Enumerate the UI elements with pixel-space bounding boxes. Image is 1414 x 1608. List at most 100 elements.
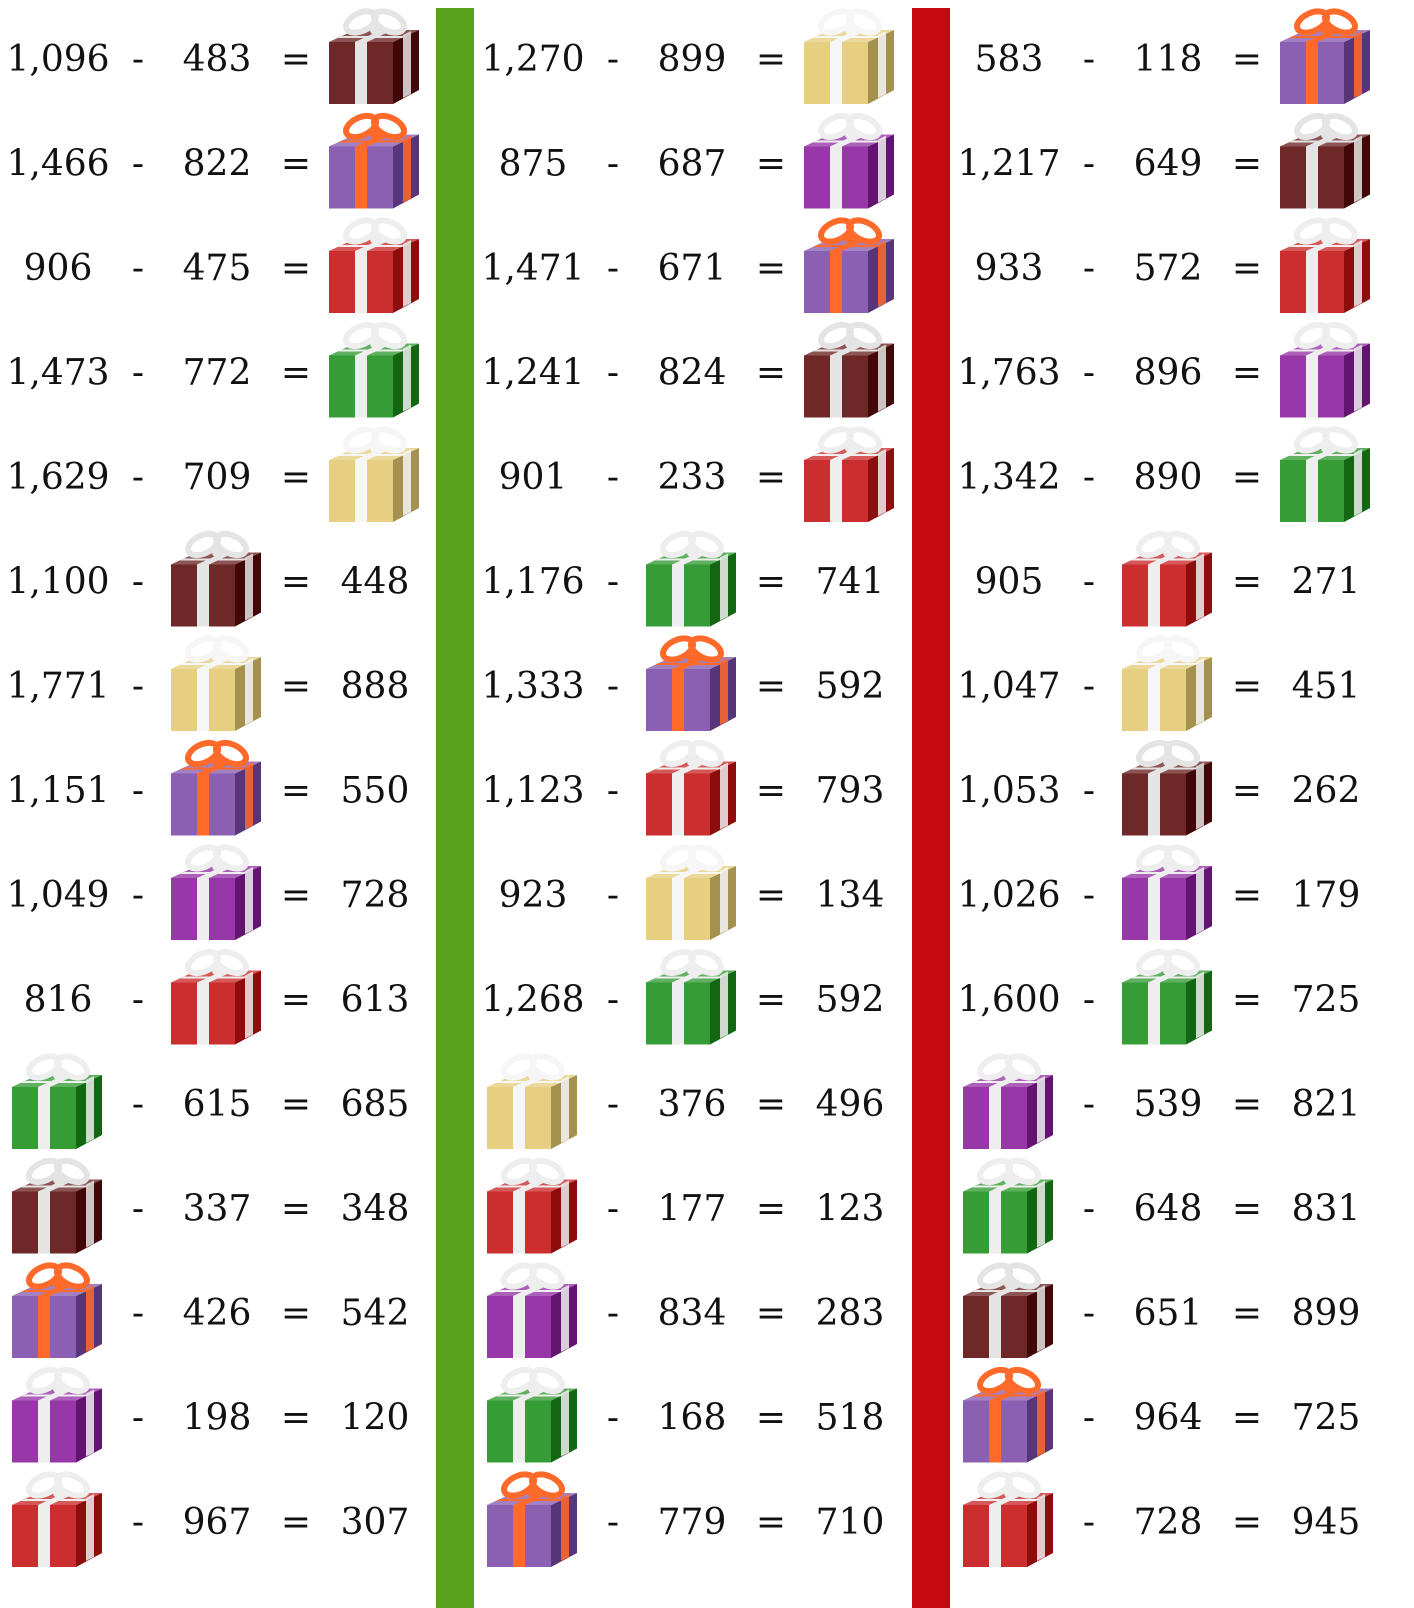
minus-sign: - (132, 353, 144, 394)
minus-sign: - (132, 1293, 144, 1334)
gift (12, 1261, 102, 1358)
gift (171, 634, 261, 731)
number: 649 (1134, 144, 1203, 185)
minus-sign: - (132, 771, 144, 812)
minus-sign: - (132, 1084, 144, 1125)
gift (963, 1052, 1053, 1149)
minus-sign: - (132, 875, 144, 916)
gift (804, 321, 894, 418)
number: 875 (499, 144, 568, 185)
worksheet: -=1,096483-=1,466822-=906475-=1,473772-=… (0, 0, 1414, 1608)
number: 1,049 (6, 875, 109, 916)
number: 1,333 (481, 666, 584, 707)
number: 615 (183, 1084, 252, 1125)
number: 483 (183, 39, 252, 80)
minus-sign: - (607, 1293, 619, 1334)
gift (646, 948, 736, 1045)
equals-sign: = (281, 248, 311, 289)
gift (1280, 425, 1370, 522)
number: 123 (816, 1189, 885, 1230)
gift (1122, 739, 1212, 836)
gift (1122, 948, 1212, 1045)
gift (12, 1366, 102, 1463)
number: 834 (658, 1293, 727, 1334)
minus-sign: - (132, 457, 144, 498)
gift (487, 1366, 577, 1463)
equals-sign: = (756, 353, 786, 394)
equals-sign: = (281, 144, 311, 185)
number: 1,053 (957, 771, 1060, 812)
equals-sign: = (756, 39, 786, 80)
minus-sign: - (607, 248, 619, 289)
number: 741 (816, 562, 885, 603)
equals-sign: = (756, 666, 786, 707)
equals-sign: = (756, 1189, 786, 1230)
number: 583 (975, 39, 1044, 80)
gift (329, 7, 419, 104)
number: 337 (183, 1189, 252, 1230)
minus-sign: - (132, 39, 144, 80)
minus-sign: - (132, 144, 144, 185)
number: 1,217 (957, 144, 1060, 185)
number: 901 (499, 457, 568, 498)
gift (12, 1052, 102, 1149)
number: 1,270 (481, 39, 584, 80)
number: 923 (499, 875, 568, 916)
equals-sign: = (756, 562, 786, 603)
number: 348 (341, 1189, 410, 1230)
number: 262 (1292, 771, 1361, 812)
number: 283 (816, 1293, 885, 1334)
number: 728 (1134, 1502, 1203, 1543)
minus-sign: - (1083, 666, 1095, 707)
number: 772 (183, 353, 252, 394)
minus-sign: - (607, 457, 619, 498)
number: 542 (341, 1293, 410, 1334)
gift (1122, 530, 1212, 627)
gift (329, 425, 419, 522)
minus-sign: - (1083, 771, 1095, 812)
equals-sign: = (1232, 248, 1262, 289)
number: 685 (341, 1084, 410, 1125)
equals-sign: = (756, 980, 786, 1021)
number: 613 (341, 980, 410, 1021)
gift (487, 1157, 577, 1254)
gift (804, 216, 894, 313)
equals-sign: = (281, 666, 311, 707)
equals-sign: = (281, 980, 311, 1021)
number: 198 (183, 1398, 252, 1439)
equals-sign: = (1232, 562, 1262, 603)
number: 816 (24, 980, 93, 1021)
equals-sign: = (1232, 144, 1262, 185)
gift (646, 739, 736, 836)
gift (1280, 216, 1370, 313)
minus-sign: - (607, 875, 619, 916)
number: 1,771 (6, 666, 109, 707)
equals-sign: = (281, 1398, 311, 1439)
equals-sign: = (1232, 1189, 1262, 1230)
gift (1280, 321, 1370, 418)
minus-sign: - (607, 1189, 619, 1230)
gift (12, 1470, 102, 1567)
minus-sign: - (1083, 353, 1095, 394)
number: 728 (341, 875, 410, 916)
number: 120 (341, 1398, 410, 1439)
equals-sign: = (1232, 875, 1262, 916)
number: 651 (1134, 1293, 1203, 1334)
green-divider (436, 8, 474, 1608)
equals-sign: = (1232, 39, 1262, 80)
gift (646, 634, 736, 731)
minus-sign: - (1083, 562, 1095, 603)
gift (171, 843, 261, 940)
gift (804, 7, 894, 104)
gift (329, 321, 419, 418)
number: 890 (1134, 457, 1203, 498)
number: 451 (1292, 666, 1361, 707)
number: 1,342 (957, 457, 1060, 498)
number: 1,471 (481, 248, 584, 289)
number: 648 (1134, 1189, 1203, 1230)
gift (1280, 7, 1370, 104)
equals-sign: = (281, 875, 311, 916)
number: 118 (1134, 39, 1203, 80)
minus-sign: - (132, 980, 144, 1021)
minus-sign: - (132, 1502, 144, 1543)
